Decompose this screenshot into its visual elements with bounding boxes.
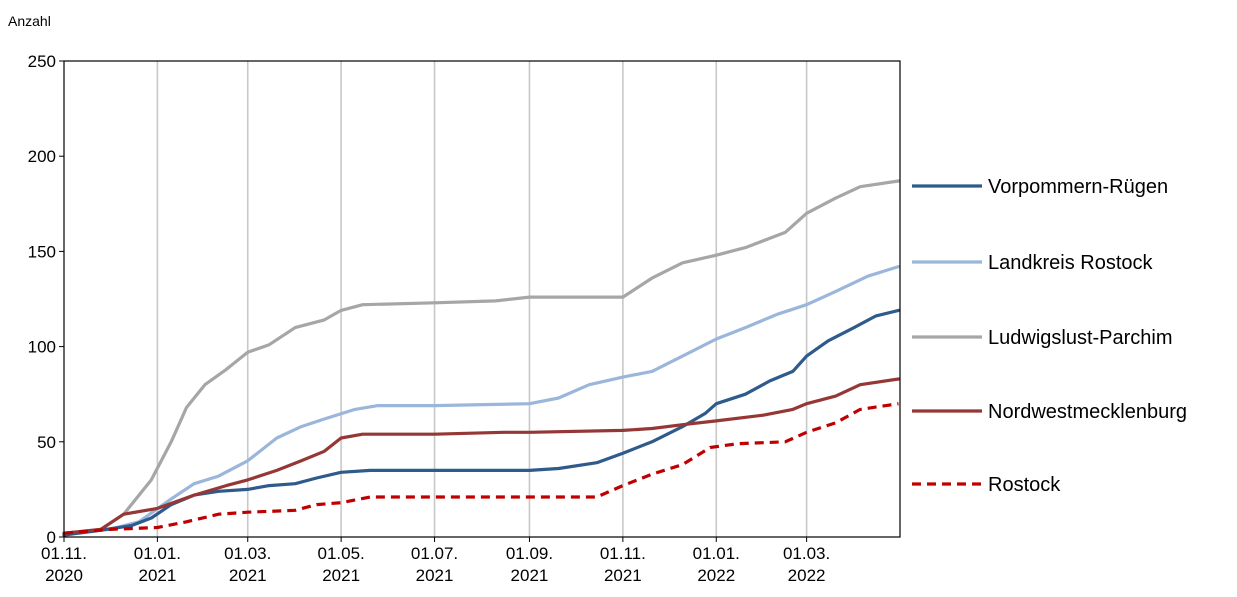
x-tick-label-day: 01.03. — [224, 544, 271, 563]
y-tick-label: 250 — [28, 52, 56, 71]
x-tick-label-day: 01.09. — [506, 544, 553, 563]
x-tick-label-year: 2021 — [229, 566, 267, 585]
x-tick-label-day: 01.01. — [134, 544, 181, 563]
series-line-rostock — [63, 402, 899, 535]
x-tick-label-year: 2021 — [511, 566, 549, 585]
x-axis-ticks: 01.11. 2020 01.01. 2021 01.03. 2021 01.05. 2021… — [41, 537, 830, 585]
x-tick-label-year: 2021 — [604, 566, 642, 585]
grid-lines — [156, 61, 808, 537]
y-tick-label: 50 — [37, 433, 56, 452]
x-tick-label-day: 01.11. — [600, 544, 646, 563]
y-axis-ticks: 0 50 100 150 200 250 — [28, 52, 64, 547]
y-tick-label: 100 — [28, 338, 56, 357]
y-unit-label: Anzahl — [8, 13, 51, 29]
x-tick-label-day: 01.01. — [693, 544, 740, 563]
series-layer — [62, 179, 901, 537]
y-tick-label: 200 — [28, 147, 56, 166]
x-tick-label-year: 2021 — [322, 566, 360, 585]
x-tick-label-year: 2021 — [138, 566, 176, 585]
series-line-landkreis-rostock — [62, 265, 901, 535]
y-tick-label: 150 — [28, 242, 56, 261]
legend-label: Ludwigslust-Parchim — [988, 327, 1173, 349]
x-tick-label-year: 2020 — [45, 566, 83, 585]
legend-label: Nordwestmecklenburg — [988, 401, 1187, 423]
series-line-vorpommern-r-gen — [62, 308, 901, 537]
legend: Vorpommern-Rügen Landkreis Rostock Ludwigs… — [912, 176, 1187, 496]
x-tick-label-year: 2021 — [416, 566, 454, 585]
x-tick-label-day: 01.11. — [41, 544, 87, 563]
legend-label: Rostock — [988, 474, 1061, 496]
x-tick-label-day: 01.05. — [318, 544, 365, 563]
legend-label: Landkreis Rostock — [988, 252, 1154, 274]
plot-area — [63, 60, 901, 538]
x-tick-label-day: 01.03. — [783, 544, 830, 563]
x-tick-label-day: 01.07. — [411, 544, 458, 563]
y-tick-label: 0 — [47, 528, 56, 547]
series-line-nordwestmecklenburg — [62, 377, 901, 535]
x-tick-label-year: 2022 — [788, 566, 826, 585]
x-tick-label-year: 2022 — [697, 566, 735, 585]
legend-label: Vorpommern-Rügen — [988, 176, 1168, 198]
series-line-ludwigslust-parchim — [62, 179, 901, 537]
